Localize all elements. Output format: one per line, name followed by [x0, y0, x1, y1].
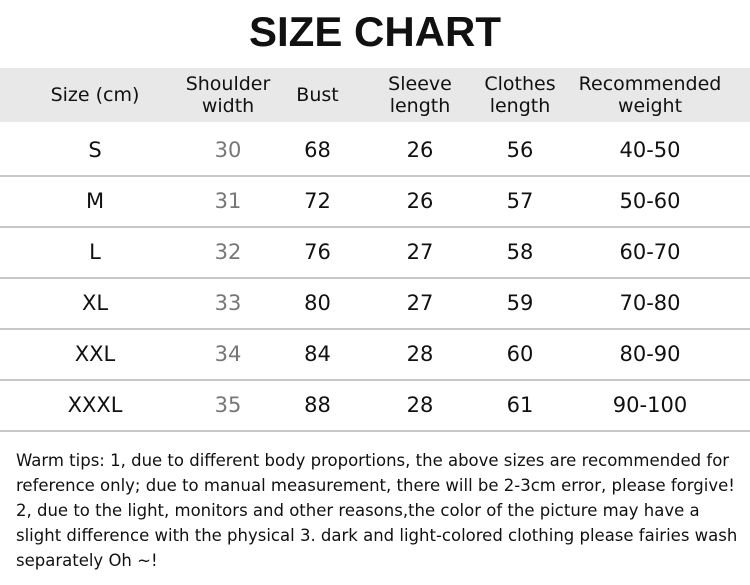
table-cell: 28	[406, 392, 434, 417]
table-cell: 59	[506, 290, 534, 315]
table-cell: 35	[214, 392, 242, 417]
page-title: SIZE CHART	[249, 8, 501, 55]
table-cell: 34	[214, 341, 242, 366]
table-cell: 88	[304, 392, 331, 417]
table-cell: 60-70	[619, 239, 681, 264]
table-cell: 57	[506, 188, 534, 213]
table-cell: 61	[506, 392, 534, 417]
column-header: Bust	[296, 84, 339, 106]
table-cell: 27	[406, 290, 434, 315]
table-cell: S	[88, 137, 102, 162]
table-cell: L	[89, 239, 101, 264]
table-cell: 80	[304, 290, 331, 315]
table-cell: XXXL	[67, 392, 123, 417]
table-row: L 32 76 27 58 60-70	[0, 227, 750, 279]
table-cell: 31	[214, 188, 242, 213]
table-cell: 30	[214, 137, 242, 162]
table-row: S 30 68 26 56 40-50	[0, 125, 750, 177]
table-row: XL 33 80 27 59 70-80	[0, 278, 750, 330]
column-header: Recommended weight	[578, 73, 722, 117]
table-cell: 40-50	[619, 137, 681, 162]
table-cell: 32	[214, 239, 242, 264]
table-cell: M	[85, 188, 105, 213]
table-cell: 58	[506, 239, 534, 264]
table-cell: 60	[506, 341, 534, 366]
table-cell: 26	[406, 188, 434, 213]
column-header: Shoulder width	[185, 73, 271, 117]
table-cell: 50-60	[619, 188, 681, 213]
column-header: Size (cm)	[50, 84, 140, 106]
table-cell: 26	[406, 137, 434, 162]
column-header: Sleeve length	[388, 73, 452, 117]
table-cell: 80-90	[619, 341, 681, 366]
table-cell: 68	[304, 137, 331, 162]
warm-tips: Warm tips: 1, due to different body prop…	[16, 451, 738, 570]
table-cell: 84	[304, 341, 331, 366]
table-row: M 31 72 26 57 50-60	[0, 176, 750, 228]
table-cell: 56	[506, 137, 534, 162]
table-cell: XL	[81, 290, 109, 315]
table-cell: 72	[304, 188, 331, 213]
table-cell: 70-80	[619, 290, 681, 315]
table-cell: 28	[406, 341, 434, 366]
table-row: XXXL 35 88 28 61 90-100	[0, 380, 750, 432]
table-header: Size (cm) Shoulder width Bust Sleeve length…	[0, 68, 750, 122]
table-cell: XXL	[74, 341, 116, 366]
table-row: XXL 34 84 28 60 80-90	[0, 329, 750, 381]
table-cell: 90-100	[612, 392, 688, 417]
column-header: Clothes length	[484, 73, 556, 117]
table-cell: 27	[406, 239, 434, 264]
table-cell: 76	[304, 239, 331, 264]
table-cell: 33	[214, 290, 242, 315]
